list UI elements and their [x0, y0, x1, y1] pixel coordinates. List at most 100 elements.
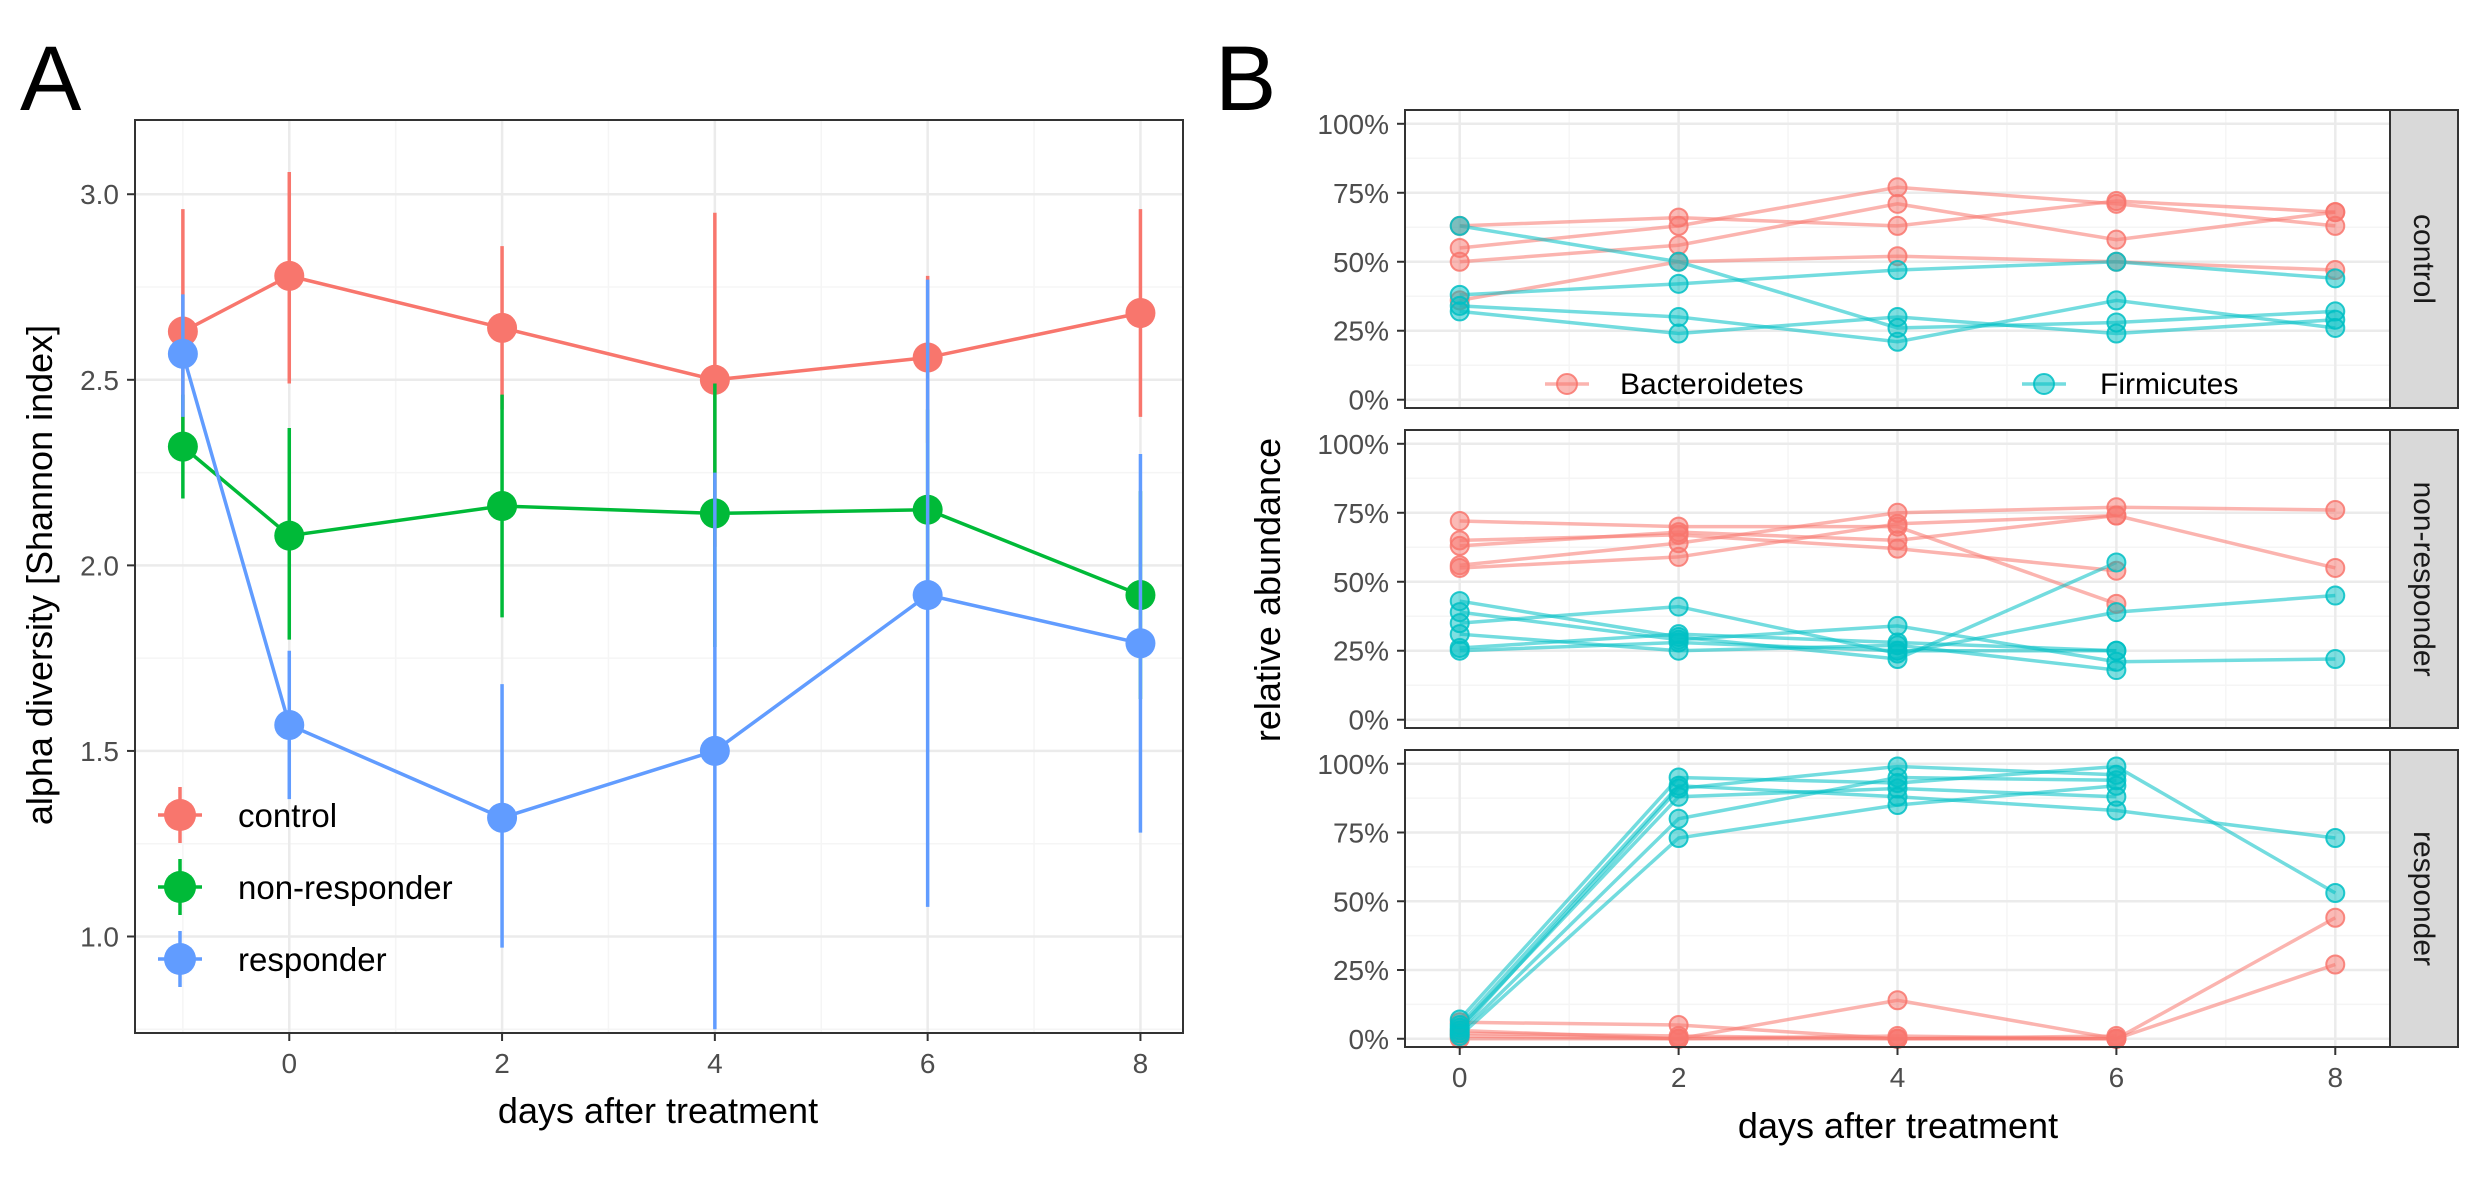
data-point-firmicutes: [2106, 251, 2127, 272]
y-tick-label: 0%: [1349, 385, 1389, 416]
data-point-bacteroidetes: [2106, 505, 2127, 526]
legend-label-responder: responder: [238, 941, 387, 978]
series-line-responder: [181, 353, 1141, 820]
data-point-firmicutes: [2106, 552, 2127, 573]
legend-label-non_responder: non-responder: [238, 869, 453, 906]
y-tick-label: 100%: [1317, 109, 1389, 140]
data-point-bacteroidetes: [1449, 251, 1470, 272]
x-tick-label: 2: [1671, 1062, 1687, 1093]
x-tick-label: 0: [281, 1048, 297, 1079]
data-point-firmicutes: [1887, 640, 1908, 661]
panel-a-background: [135, 120, 1183, 1033]
x-tick-label: 6: [2109, 1062, 2125, 1093]
y-tick-label: 50%: [1333, 247, 1389, 278]
y-tick-label: 2.0: [80, 550, 119, 581]
series-line-firmicutes: [1458, 764, 2117, 1032]
data-point-bacteroidetes: [1668, 1028, 1689, 1049]
data-point-bacteroidetes: [1449, 535, 1470, 556]
x-tick-label: 4: [707, 1048, 723, 1079]
legend-label-firmicutes: Firmicutes: [2100, 368, 2238, 401]
y-tick-label: 75%: [1333, 178, 1389, 209]
data-point-firmicutes: [1668, 632, 1689, 653]
data-point-non_responder: [487, 490, 518, 521]
data-point-responder: [1125, 628, 1156, 659]
legend-key-point-responder: [164, 943, 196, 975]
data-point-firmicutes: [1668, 323, 1689, 344]
y-tick-label: 50%: [1333, 567, 1389, 598]
data-point-bacteroidetes: [1668, 215, 1689, 236]
data-point-responder: [699, 735, 730, 766]
data-point-control: [274, 260, 305, 291]
panel-b-legend: Bacteroidetes Firmicutes: [1545, 368, 2238, 401]
panel-a: A 0 2 4 6 8 1.0 1.5 2.0 2.5 3.0 control non-respond…: [19, 28, 1184, 1131]
data-point-responder: [167, 338, 198, 369]
data-point-bacteroidetes: [2325, 557, 2346, 578]
series-line-firmicutes: [1458, 775, 2117, 1035]
data-point-responder: [487, 802, 518, 833]
data-point-bacteroidetes: [1887, 530, 1908, 551]
legend-key-point-control: [164, 799, 196, 831]
data-point-firmicutes: [2325, 268, 2346, 289]
data-point-bacteroidetes: [1887, 215, 1908, 236]
y-tick-label: 75%: [1333, 818, 1389, 849]
data-point-firmicutes: [1449, 301, 1470, 322]
facet-non-responder: non-responder 0% 25% 50% 75% 100%: [1317, 429, 2459, 736]
panel-b: B control 0% 25% 50% 75% 100% Bacteroidetes Fir…: [1215, 28, 2459, 1146]
data-point-firmicutes: [2106, 660, 2127, 681]
data-point-firmicutes: [1887, 778, 1908, 799]
data-point-firmicutes: [1887, 615, 1908, 636]
data-point-firmicutes: [1668, 596, 1689, 617]
series-line-bacteroidetes: [1459, 513, 2117, 570]
data-point-bacteroidetes: [1449, 557, 1470, 578]
legend-key-point-firmicutes: [2033, 373, 2055, 395]
y-tick-label: 1.5: [80, 736, 119, 767]
panel-a-plot-area: 0 2 4 6 8 1.0 1.5 2.0 2.5 3.0 control non-responder…: [80, 119, 1184, 1079]
data-point-non_responder: [274, 520, 305, 551]
data-point-firmicutes: [1887, 306, 1908, 327]
data-point-firmicutes: [2325, 309, 2346, 330]
y-tick-label: 25%: [1333, 316, 1389, 347]
facet-strip: [2389, 109, 2459, 409]
facet-strip: [2389, 749, 2459, 1048]
data-point-bacteroidetes: [1668, 235, 1689, 256]
series-line-firmicutes: [1459, 640, 2117, 653]
data-point-bacteroidetes: [2325, 500, 2346, 521]
data-point-control: [699, 364, 730, 395]
data-point-bacteroidetes: [2325, 954, 2346, 975]
y-tick-label: 25%: [1333, 636, 1389, 667]
data-point-firmicutes: [2106, 290, 2127, 311]
facet-strip-label: non-responder: [2407, 481, 2440, 676]
y-tick-label: 75%: [1333, 498, 1389, 529]
data-point-bacteroidetes: [2106, 229, 2127, 250]
panel-a-label: A: [20, 28, 82, 130]
y-tick-label: 100%: [1317, 429, 1389, 460]
data-point-firmicutes: [1887, 331, 1908, 352]
y-tick-label: 25%: [1333, 955, 1389, 986]
data-point-bacteroidetes: [1887, 193, 1908, 214]
data-point-firmicutes: [1668, 828, 1689, 848]
data-point-responder: [912, 580, 943, 611]
facet-responder: responder 0% 25% 50% 75% 100% 0 2 4 6 8: [1317, 749, 2459, 1093]
series-line-non_responder: [181, 445, 1142, 597]
data-point-firmicutes: [1449, 1017, 1470, 1038]
legend-label-control: control: [238, 797, 337, 834]
facet-control: control 0% 25% 50% 75% 100% Bacteroidetes Firmi…: [1317, 109, 2459, 416]
data-point-bacteroidetes: [1887, 177, 1908, 198]
data-point-bacteroidetes: [2106, 1026, 2127, 1046]
data-point-firmicutes: [1887, 260, 1908, 281]
panel-a-legend: control non-responder responder: [158, 787, 453, 987]
x-tick-label: 8: [1133, 1048, 1149, 1079]
x-tick-label: 4: [1890, 1062, 1906, 1093]
data-point-firmicutes: [1668, 273, 1689, 294]
legend-key-point-non_responder: [164, 871, 196, 903]
series-line-firmicutes: [1458, 784, 2117, 1038]
y-tick-label: 100%: [1317, 749, 1389, 780]
data-point-bacteroidetes: [1887, 1028, 1908, 1049]
series-line-control: [182, 274, 1141, 382]
data-point-bacteroidetes: [1887, 990, 1908, 1011]
series-line-firmicutes: [1458, 786, 2117, 1029]
data-point-firmicutes: [1449, 640, 1470, 661]
y-tick-label: 1.0: [80, 922, 119, 953]
data-point-firmicutes: [2325, 585, 2346, 606]
